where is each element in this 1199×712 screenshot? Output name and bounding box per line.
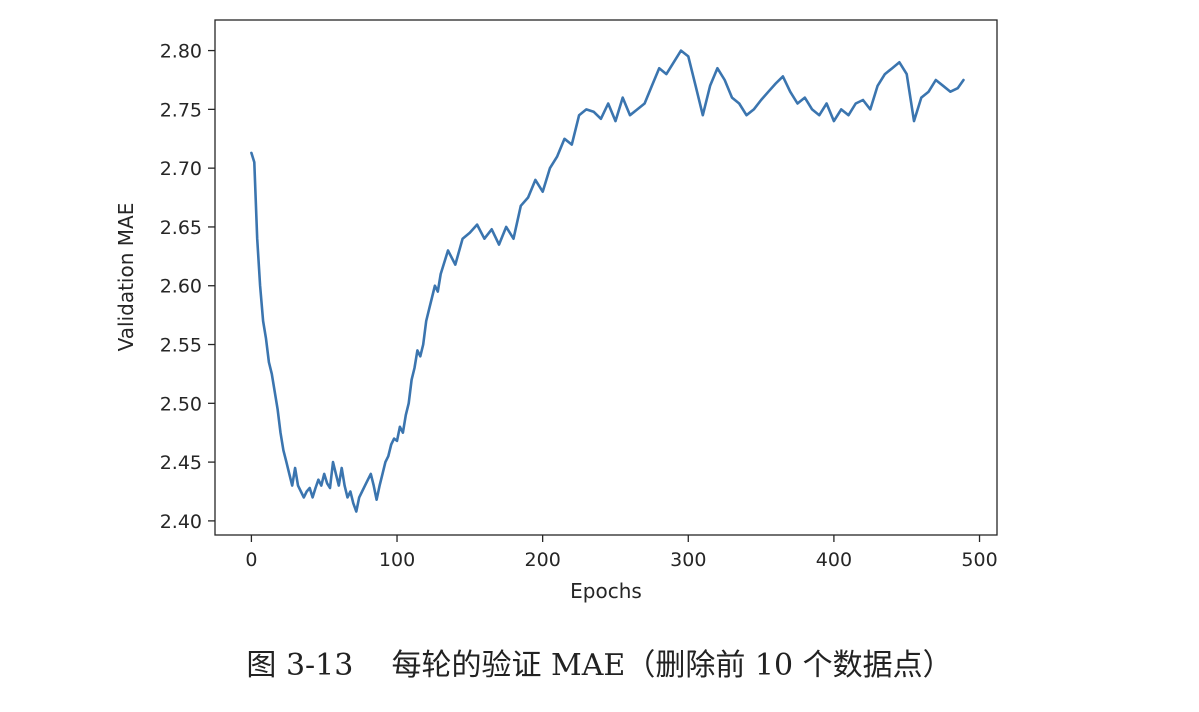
x-axis-ticks: 0 100 200 300 400 500 [245,535,998,571]
y-tick-label: 2.60 [160,276,202,298]
y-axis-ticks: 2.40 2.45 2.50 2.55 2.60 2.65 2.70 2.75 2.80 [160,41,215,533]
y-tick-label: 2.55 [160,335,202,357]
y-tick-label: 2.65 [160,217,202,239]
x-tick-label: 300 [670,549,706,571]
y-tick-label: 2.80 [160,41,202,63]
y-tick-label: 2.40 [160,511,202,533]
y-axis-label: Validation MAE [114,203,138,352]
line-chart: 0 100 200 300 400 500 2.40 2.45 2.50 2.55 2.60 2.6… [114,19,998,603]
x-tick-label: 0 [245,549,257,571]
x-tick-label: 500 [961,549,997,571]
figure-caption: 图 3-13 每轮的验证 MAE（删除前 10 个数据点） [0,640,1199,684]
y-tick-label: 2.70 [160,158,202,180]
validation-mae-line [250,49,965,513]
y-tick-label: 2.50 [160,393,202,415]
y-tick-label: 2.75 [160,99,202,121]
x-tick-label: 100 [379,549,415,571]
x-tick-label: 200 [525,549,561,571]
figure-number: 图 3-13 [246,648,354,683]
x-tick-label: 400 [816,549,852,571]
figure-caption-text: 每轮的验证 MAE（删除前 10 个数据点） [391,648,953,683]
x-axis-label: Epochs [570,579,642,603]
plot-frame [214,19,998,536]
y-tick-label: 2.45 [160,452,202,474]
